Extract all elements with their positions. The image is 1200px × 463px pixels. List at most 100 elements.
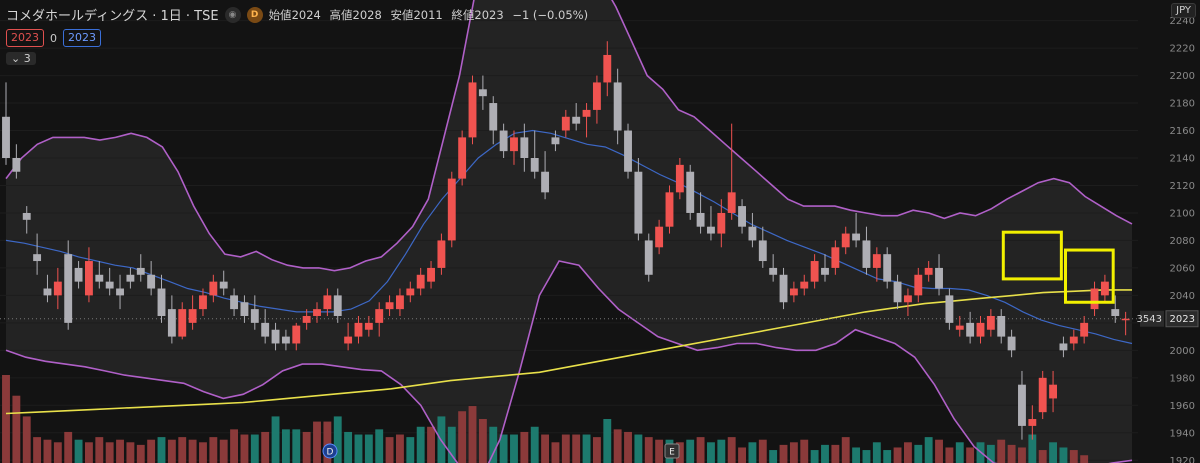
price-tick-label: 2160: [1170, 126, 1195, 137]
candle-body: [1007, 336, 1016, 351]
candle-body: [966, 322, 975, 337]
candle-body: [478, 89, 487, 97]
volume-bar: [84, 442, 93, 463]
candle-body: [489, 103, 498, 131]
candle-body: [230, 295, 239, 310]
volume-bar: [924, 437, 933, 463]
candle-body: [903, 295, 912, 303]
candle-body: [281, 336, 290, 344]
volume-bar: [872, 442, 881, 463]
volume-bar: [1049, 442, 1058, 463]
volume-bar: [986, 444, 995, 463]
candle-body: [686, 171, 695, 213]
candle-body: [541, 171, 550, 193]
candle-body: [841, 233, 850, 248]
candle-body: [644, 240, 653, 275]
candle-body: [427, 267, 435, 282]
candle-body: [810, 261, 819, 282]
price-tick-label: 2200: [1170, 71, 1195, 82]
volume-bar: [43, 439, 52, 463]
volume-bar: [157, 437, 166, 463]
eye-icon[interactable]: ◉: [224, 6, 241, 23]
volume-bar: [603, 419, 612, 463]
volume-bar: [935, 439, 943, 463]
volume-bar: [852, 447, 861, 463]
candle-body: [769, 267, 778, 275]
candle-body: [696, 212, 705, 227]
candle-body: [126, 274, 135, 282]
secondary-label: 3543: [1137, 314, 1162, 325]
candle-body: [634, 171, 643, 234]
volume-bar: [862, 450, 871, 463]
candle-body: [748, 226, 757, 241]
volume-bar: [624, 431, 632, 463]
volume-bar: [188, 439, 197, 463]
candle-body: [84, 261, 93, 296]
volume-bar: [178, 437, 187, 463]
volume-bar: [375, 429, 384, 463]
bb-lower-line: [5, 260, 1133, 463]
volume-bar: [997, 439, 1006, 463]
candle-body: [665, 192, 674, 227]
volume-bar: [344, 431, 353, 463]
price-tick-label: 1940: [1170, 428, 1195, 439]
candle-body: [167, 309, 176, 337]
volume-bar: [105, 442, 114, 463]
candle-body: [313, 309, 321, 316]
candle-body: [800, 281, 809, 289]
d-badge[interactable]: D: [246, 6, 263, 23]
volume-bar: [821, 444, 829, 463]
candle-body: [1069, 336, 1078, 344]
sell-price[interactable]: 2023: [6, 29, 44, 47]
candle-body: [53, 281, 62, 296]
candle-body: [758, 240, 767, 262]
price-tick-label: 2220: [1170, 44, 1195, 55]
candle-body: [468, 82, 477, 138]
volume-bar: [364, 434, 373, 463]
candle-body: [364, 322, 373, 330]
volume-bar: [126, 442, 135, 463]
volume-bar: [250, 434, 259, 463]
candle-body: [385, 302, 394, 310]
volume-bar: [592, 437, 601, 463]
volume-bar: [510, 434, 518, 463]
indicator-row: ⌄ 3: [6, 51, 36, 66]
price-tick-label: 1920: [1170, 456, 1195, 463]
candle-body: [1059, 343, 1068, 351]
candle-body: [986, 315, 995, 330]
candle-body: [707, 226, 715, 234]
chevron-down-icon: ⌄: [11, 52, 21, 65]
candlesticks: [2, 41, 1130, 440]
currency-label[interactable]: JPY: [1171, 3, 1196, 18]
symbol-title[interactable]: コメダホールディングス · 1日 · TSE: [6, 9, 219, 24]
candle-body: [136, 267, 145, 275]
candle-body: [1038, 377, 1047, 413]
indicator-toggle[interactable]: ⌄ 3: [6, 52, 36, 65]
volume-bar: [644, 437, 653, 463]
volume-bar: [33, 437, 42, 463]
candle-body: [945, 295, 954, 323]
volume-bar: [396, 434, 404, 463]
price-tick-label: 2120: [1170, 181, 1195, 192]
volume-bar: [240, 434, 249, 463]
price-tick-label: 2040: [1170, 291, 1195, 302]
volume-bar: [686, 439, 695, 463]
volume-bar: [634, 434, 643, 463]
buy-price[interactable]: 2023: [63, 29, 101, 47]
volume-bar: [945, 447, 954, 463]
volume-bar: [520, 431, 529, 463]
price-tick-label: 1980: [1170, 373, 1195, 384]
candle-body: [613, 82, 622, 131]
spread-value: 0: [50, 31, 57, 45]
candle-body: [935, 267, 943, 289]
highlight-box: [1001, 230, 1063, 281]
candle-body: [416, 274, 425, 289]
candle-body: [74, 267, 83, 282]
volume-bar: [914, 444, 923, 463]
candle-body: [333, 295, 342, 316]
volume-bar: [385, 437, 394, 463]
volume-bar: [468, 406, 477, 463]
candle-body: [738, 206, 746, 227]
price-tick-label: 1960: [1170, 401, 1195, 412]
